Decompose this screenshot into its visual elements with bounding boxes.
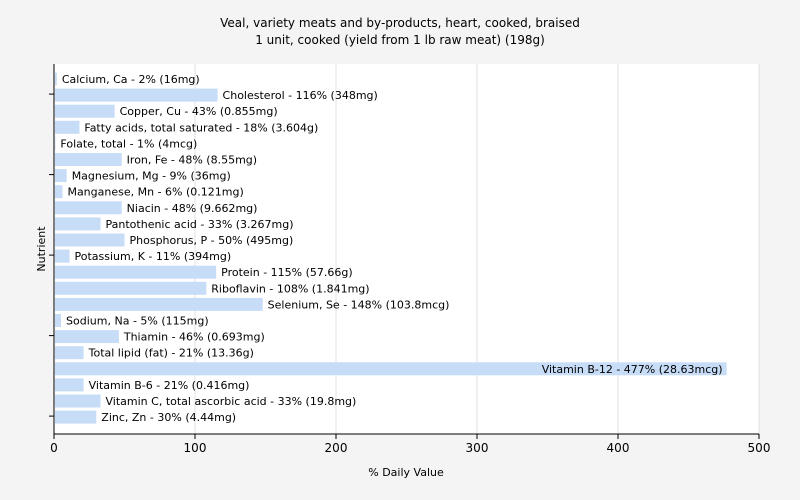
- x-tick-label-5: 500: [748, 441, 771, 455]
- bar-label-17: Total lipid (fat) - 21% (13.36g): [88, 347, 254, 360]
- bar-label-8: Niacin - 48% (9.662mg): [127, 202, 258, 215]
- bar-11: [55, 249, 70, 263]
- x-tick-label-3: 300: [466, 441, 489, 455]
- bar-7: [55, 185, 63, 199]
- bar-21: [55, 410, 97, 424]
- bars: [55, 72, 727, 424]
- bar-label-21: Zinc, Zn - 30% (4.44mg): [101, 411, 236, 424]
- bar-label-0: Calcium, Ca - 2% (16mg): [62, 73, 200, 86]
- bar-label-10: Phosphorus, P - 50% (495mg): [130, 234, 294, 247]
- bar-label-2: Copper, Cu - 43% (0.855mg): [120, 105, 278, 118]
- bar-0: [55, 72, 57, 86]
- bar-label-16: Thiamin - 46% (0.693mg): [123, 331, 265, 344]
- bar-label-4: Folate, total - 1% (4mcg): [60, 137, 197, 150]
- bar-label-9: Pantothenic acid - 33% (3.267mg): [106, 218, 294, 231]
- bar-label-12: Protein - 115% (57.66g): [221, 266, 353, 279]
- bar-13: [55, 281, 207, 295]
- bar-1: [55, 88, 218, 102]
- bar-6: [55, 169, 67, 183]
- bar-label-14: Selenium, Se - 148% (103.8mcg): [268, 298, 450, 311]
- y-axis-title: Nutrient: [35, 226, 48, 272]
- x-tick-label-2: 200: [325, 441, 348, 455]
- bar-12: [55, 265, 217, 279]
- bar-label-18: Vitamin B-12 - 477% (28.63mcg): [542, 363, 723, 376]
- bar-label-5: Iron, Fe - 48% (8.55mg): [127, 154, 257, 167]
- bar-label-7: Manganese, Mn - 6% (0.121mg): [67, 186, 243, 199]
- bar-20: [55, 394, 101, 408]
- bar-label-20: Vitamin C, total ascorbic acid - 33% (19…: [106, 395, 357, 408]
- chart-subtitle: 1 unit, cooked (yield from 1 lb raw meat…: [255, 33, 545, 47]
- x-axis-title: % Daily Value: [368, 466, 444, 479]
- x-tick-label-4: 400: [607, 441, 630, 455]
- bar-15: [55, 314, 62, 327]
- bar-5: [55, 153, 122, 166]
- bar-2: [55, 104, 115, 118]
- bar-label-11: Potassium, K - 11% (394mg): [75, 250, 232, 263]
- bar-label-13: Riboflavin - 108% (1.841mg): [211, 282, 369, 295]
- bar-8: [55, 201, 122, 215]
- bar-label-3: Fatty acids, total saturated - 18% (3.60…: [84, 121, 318, 134]
- bar-14: [55, 297, 263, 311]
- bar-3: [55, 120, 80, 134]
- bar-label-6: Magnesium, Mg - 9% (36mg): [72, 170, 231, 183]
- bar-19: [55, 378, 84, 392]
- x-tick-label-1: 100: [184, 441, 207, 455]
- x-tick-label-0: 0: [50, 441, 58, 455]
- bar-16: [55, 330, 119, 344]
- chart-title: Veal, variety meats and by-products, hea…: [220, 16, 580, 30]
- bar-9: [55, 217, 101, 231]
- bar-label-15: Sodium, Na - 5% (115mg): [66, 315, 209, 328]
- bar-17: [55, 346, 84, 360]
- bar-10: [55, 233, 125, 247]
- axes: 0 100 200 300 400 500: [49, 64, 770, 455]
- bar-label-1: Cholesterol - 116% (348mg): [223, 89, 378, 102]
- bar-18: [55, 362, 727, 376]
- bar-labels: Calcium, Ca - 2% (16mg) Cholesterol - 116…: [60, 73, 722, 424]
- bar-label-19: Vitamin B-6 - 21% (0.416mg): [89, 379, 250, 392]
